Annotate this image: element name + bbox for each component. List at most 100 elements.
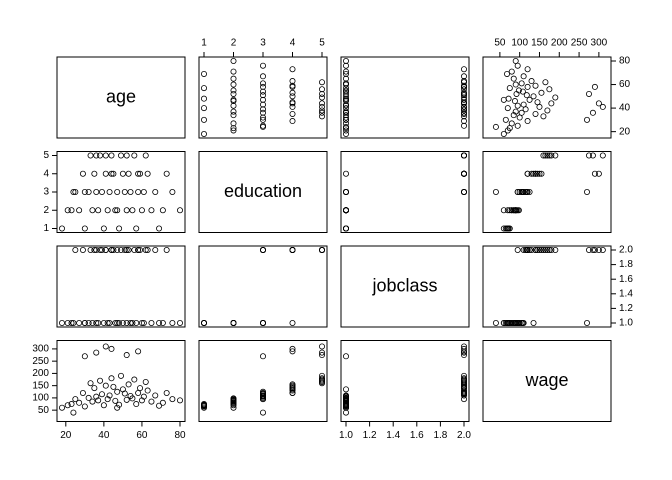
point	[138, 207, 145, 214]
point	[289, 390, 296, 397]
point	[318, 349, 325, 356]
point	[516, 188, 523, 195]
point	[460, 96, 467, 103]
point	[342, 85, 349, 92]
point	[540, 246, 547, 253]
point	[100, 402, 107, 409]
point	[289, 83, 296, 90]
point	[585, 90, 592, 97]
point	[135, 246, 142, 253]
point	[95, 207, 102, 214]
point	[123, 152, 130, 159]
point	[492, 319, 499, 326]
point	[91, 170, 98, 177]
point	[97, 246, 104, 253]
point	[534, 246, 541, 253]
x-tick-label: 300	[591, 38, 608, 49]
point	[131, 152, 138, 159]
point	[110, 246, 117, 253]
point	[460, 392, 467, 399]
point	[289, 246, 296, 253]
point	[152, 188, 159, 195]
point	[342, 207, 349, 214]
x-tick-label: 150	[531, 38, 548, 49]
x-tick-label: 2	[231, 38, 237, 49]
point	[230, 319, 237, 326]
point	[144, 246, 151, 253]
point	[504, 319, 511, 326]
point	[112, 207, 119, 214]
point	[108, 170, 115, 177]
point	[85, 319, 92, 326]
point	[137, 170, 144, 177]
point	[142, 378, 149, 385]
point	[176, 207, 183, 214]
point	[342, 90, 349, 97]
point	[259, 114, 266, 121]
point	[230, 112, 237, 119]
x-tick-label: 100	[511, 38, 528, 49]
point	[144, 387, 151, 394]
point	[116, 401, 123, 408]
point	[342, 397, 349, 404]
point	[460, 109, 467, 116]
point	[259, 92, 266, 99]
point	[200, 70, 207, 77]
y-tick-label: 1.4	[619, 288, 633, 299]
point	[259, 246, 266, 253]
point	[342, 87, 349, 94]
point	[64, 402, 71, 409]
point	[591, 170, 598, 177]
x-tick-label: 4	[290, 38, 296, 49]
point	[318, 107, 325, 114]
point	[163, 246, 170, 253]
y-tick-label: 1	[43, 223, 49, 234]
point	[512, 81, 519, 88]
point	[129, 319, 136, 326]
point	[318, 86, 325, 93]
point	[102, 343, 109, 350]
point	[119, 319, 126, 326]
point	[123, 319, 130, 326]
point	[524, 118, 531, 125]
x-tick-label: 1.6	[410, 430, 424, 441]
point	[460, 376, 467, 383]
point	[510, 75, 517, 82]
point	[137, 246, 144, 253]
point	[81, 353, 88, 360]
y-tick-label: 1.2	[619, 303, 633, 314]
x-tick-label: 1.8	[433, 430, 447, 441]
point	[70, 188, 77, 195]
point	[169, 396, 176, 403]
point	[318, 90, 325, 97]
x-tick-label: 2.0	[457, 430, 471, 441]
point	[289, 93, 296, 100]
point	[140, 319, 147, 326]
point	[72, 246, 79, 253]
point	[140, 393, 147, 400]
point	[123, 246, 130, 253]
point	[504, 105, 511, 112]
panel-frame	[198, 245, 328, 328]
point	[93, 188, 100, 195]
point	[460, 94, 467, 101]
point	[500, 225, 507, 232]
y-tick-label: 20	[619, 126, 631, 137]
point	[542, 79, 549, 86]
point	[514, 122, 521, 129]
point	[460, 152, 467, 159]
panel-frame	[198, 340, 328, 422]
point	[532, 110, 539, 117]
point	[500, 96, 507, 103]
point	[259, 409, 266, 416]
panel-frame	[340, 245, 470, 328]
point	[544, 107, 551, 114]
point	[520, 73, 527, 80]
point	[163, 390, 170, 397]
point	[524, 188, 531, 195]
point	[524, 66, 531, 73]
point	[76, 399, 83, 406]
point	[500, 130, 507, 137]
point	[460, 106, 467, 113]
point	[97, 377, 104, 384]
